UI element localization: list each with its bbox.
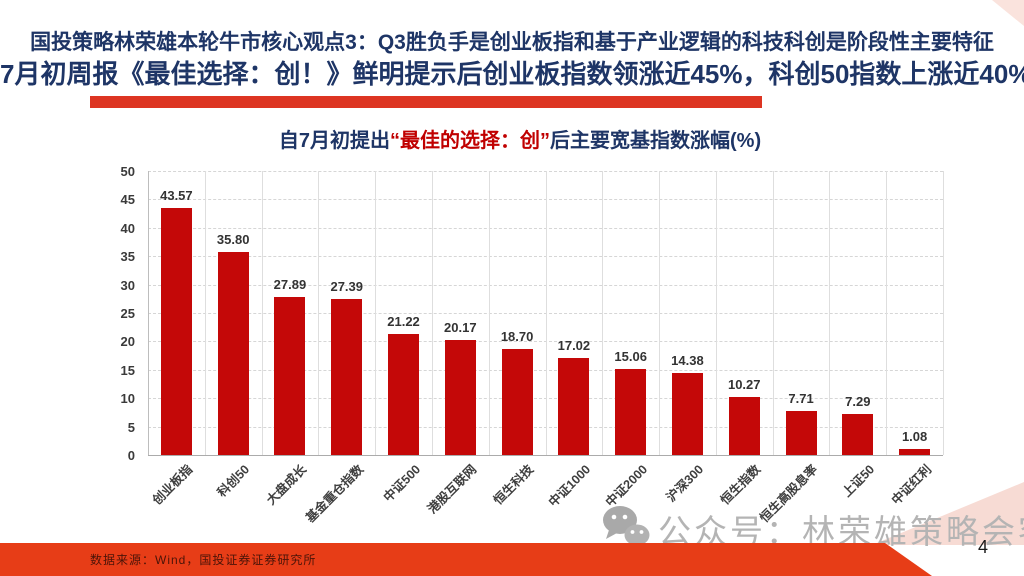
- bar-value-label: 27.39: [330, 279, 364, 295]
- header-underline-bar: [90, 96, 762, 108]
- v-gridline: [602, 171, 604, 455]
- y-axis-label: 40: [120, 220, 135, 236]
- bar-value-label: 15.06: [614, 349, 647, 365]
- v-gridline: [659, 171, 661, 455]
- bar-value-label: 21.22: [387, 314, 420, 330]
- header-title-line2: 7月初周报《最佳选择：创！》鲜明提示后创业板指数领涨近45%，科创50指数上涨近…: [0, 59, 1024, 89]
- v-gridline: [545, 171, 547, 455]
- v-gridline: [318, 171, 320, 455]
- y-axis-label: 35: [120, 249, 135, 265]
- x-axis-line: [148, 455, 943, 456]
- y-axis-label: 0: [127, 448, 135, 463]
- bar: [160, 207, 192, 455]
- bar: [558, 358, 590, 455]
- y-axis-label: 30: [120, 277, 135, 293]
- bar: [899, 448, 931, 455]
- chart-title-prefix: 自7月初提出: [278, 130, 390, 152]
- bar: [217, 251, 249, 455]
- v-gridline: [886, 171, 888, 455]
- v-gridline: [431, 171, 433, 455]
- v-gridline: [829, 171, 831, 455]
- y-axis-line: [148, 171, 149, 455]
- bar: [444, 340, 476, 455]
- v-gridline: [488, 171, 490, 455]
- bar: [728, 396, 760, 455]
- bar-value-label: 43.57: [160, 187, 193, 203]
- bar: [331, 299, 363, 455]
- bar: [501, 348, 533, 455]
- bar: [842, 413, 874, 455]
- bar-value-label: 7.29: [845, 393, 871, 409]
- bar-value-label: 20.17: [444, 320, 477, 336]
- v-gridline: [204, 171, 206, 455]
- chart-title-suffix: 后主要宽基指数涨幅(%): [550, 130, 762, 152]
- y-axis-label: 45: [120, 192, 135, 208]
- y-axis-label: 15: [120, 362, 135, 378]
- v-gridline: [375, 171, 377, 455]
- bar: [615, 369, 647, 455]
- bar-value-label: 18.70: [500, 328, 534, 344]
- y-axis-label: 5: [127, 419, 135, 435]
- y-axis-label: 10: [120, 391, 135, 407]
- header-title-line1: 国投策略林荣雄本轮牛市核心观点3：Q3胜负手是创业板指和基于产业逻辑的科技科创是…: [30, 31, 994, 54]
- bar-value-label: 10.27: [727, 376, 761, 392]
- footer-red-band: [0, 543, 932, 576]
- bar: [671, 373, 703, 455]
- bar-value-label: 17.02: [557, 338, 591, 354]
- bar: [388, 334, 420, 455]
- bar-value-label: 27.89: [273, 276, 307, 292]
- v-gridline: [261, 171, 263, 455]
- chart-title-highlight: “最佳的选择：创”: [390, 130, 550, 152]
- bar-value-label: 14.38: [671, 353, 704, 369]
- y-axis-label: 50: [120, 164, 135, 179]
- v-gridline: [715, 171, 717, 455]
- bar: [274, 296, 306, 455]
- data-source-note: 数据来源：Wind，国投证券证券研究所: [90, 553, 317, 567]
- chart-title: 自7月初提出“最佳的选择：创”后主要宽基指数涨幅(%): [60, 124, 980, 153]
- y-axis-label: 20: [120, 334, 135, 350]
- page-number: 4: [978, 537, 989, 557]
- v-gridline: [943, 171, 944, 455]
- v-gridline: [772, 171, 774, 455]
- bar-value-label: 35.80: [216, 231, 250, 247]
- bar: [785, 411, 817, 455]
- bar-value-label: 7.71: [788, 391, 814, 407]
- bar-value-label: 1.08: [901, 428, 928, 444]
- y-axis-label: 25: [120, 306, 135, 321]
